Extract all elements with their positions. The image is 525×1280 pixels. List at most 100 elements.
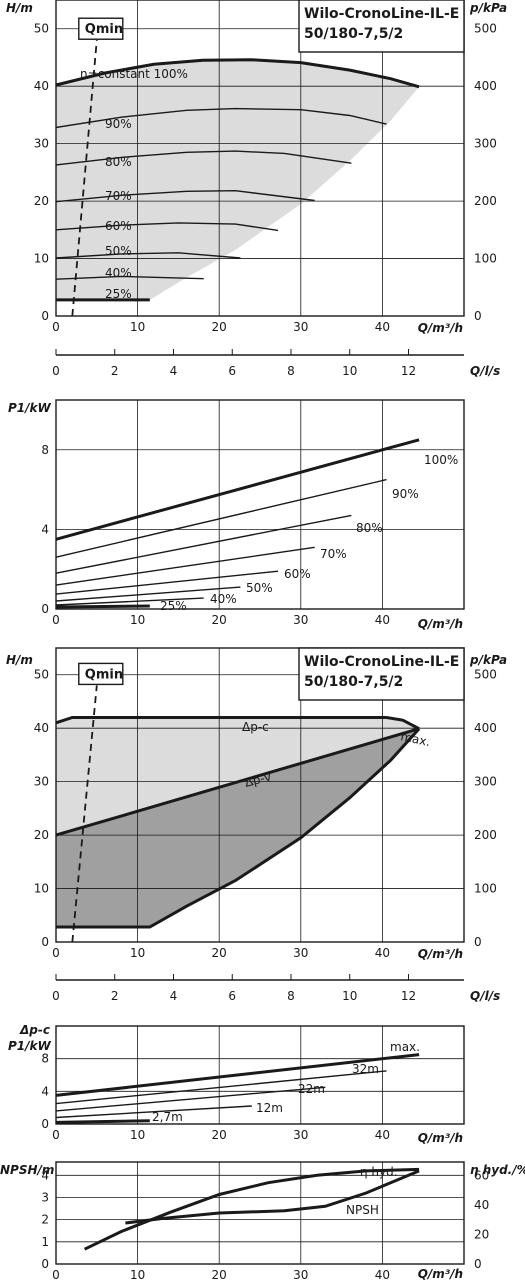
hq1-x-tick-label: 20 <box>212 320 227 334</box>
hq1-y2-axis-label: p/kPa <box>469 1 507 15</box>
hq1-y-tick-label: 40 <box>34 79 49 93</box>
hq1-title-box <box>298 0 465 53</box>
p1-power-curve <box>55 514 352 574</box>
p2-power-curve <box>55 1119 150 1124</box>
hq2-y2-tick-label: 400 <box>474 721 497 735</box>
hq2-dpc-region <box>56 717 420 836</box>
p2-x-tick-label: 20 <box>212 1128 227 1142</box>
qls2-tick-label: 4 <box>170 989 178 1003</box>
hq2-x-tick-label: 30 <box>293 946 308 960</box>
npsh-y-tick-label: 3 <box>41 1190 49 1204</box>
hq1-qmin-line <box>71 40 98 317</box>
qls2-tick-label: 2 <box>111 989 119 1003</box>
hq2-qmin-line <box>71 685 98 943</box>
hq1-speed-curve <box>55 252 241 259</box>
hq1-x-tick-label: 0 <box>52 320 60 334</box>
p1-power-curve <box>55 597 204 606</box>
qls1-tick-label: 0 <box>52 364 60 378</box>
hq2-y2-tick-label: 0 <box>474 935 482 949</box>
npsh-y-tick-label: 0 <box>41 1257 49 1271</box>
hq2-y-tick-label: 0 <box>41 935 49 949</box>
hq2-qmin-label: Qmin <box>85 667 123 682</box>
p2-power-curve <box>55 1070 387 1105</box>
p2-power-curve <box>55 1086 326 1112</box>
hq2-dpv-curve <box>55 727 420 837</box>
hq2-y-axis-label: H/m <box>6 653 33 667</box>
qls1-tick-label: 6 <box>228 364 236 378</box>
hq1-qmin-label: Qmin <box>85 22 123 37</box>
hq2-y2-tick-label: 500 <box>474 668 497 682</box>
p1-y-tick-label: 4 <box>41 522 49 536</box>
hq1-y2-tick-label: 500 <box>474 22 497 36</box>
p1-curve-label: 70% <box>320 547 347 561</box>
p1-power-curve <box>55 586 241 602</box>
npsh-y2-tick-label: 60 <box>474 1168 489 1182</box>
hq2-x-tick-label: 0 <box>52 946 60 960</box>
hq1-y2-tick-label: 0 <box>474 309 482 323</box>
hq1-speed-curve <box>55 150 352 166</box>
p1-power-curve <box>55 546 315 586</box>
hq1-y-tick-label: 0 <box>41 309 49 323</box>
hq2-dpv-region <box>56 728 420 927</box>
hq1-qmin-box <box>78 17 124 40</box>
hq2-qmin-box <box>78 662 124 686</box>
hq2-title-box <box>298 647 465 701</box>
hq1-curve-label: 90% <box>105 117 132 131</box>
qls1-tick-label: 4 <box>170 364 178 378</box>
hq2-y-tick-label: 40 <box>34 721 49 735</box>
p2-curve-label: 32m <box>352 1062 379 1076</box>
p1-y-tick-label: 0 <box>41 602 49 616</box>
qls1-tick-label: 12 <box>401 364 416 378</box>
npsh-y2-tick-label: 0 <box>474 1257 482 1271</box>
qls1-tick-label: 10 <box>342 364 357 378</box>
p1-x-tick-label: 0 <box>52 613 60 627</box>
p2-curve-label: max. <box>390 1040 420 1054</box>
qls2-tick-label: 10 <box>342 989 357 1003</box>
hq2-y-tick-label: 50 <box>34 668 49 682</box>
hq2-y-tick-label: 30 <box>34 775 49 789</box>
p1-y-axis-label: P1/kW <box>8 401 52 415</box>
hq1-x-tick-label: 30 <box>293 320 308 334</box>
hq1-curve-label: 25% <box>105 287 132 301</box>
hq1-y-tick-label: 50 <box>34 22 49 36</box>
p1-power-curve <box>55 478 387 558</box>
hq1-curve-label: 40% <box>105 266 132 280</box>
npsh-x-tick-label: 40 <box>375 1268 390 1280</box>
p1-curve-label: 90% <box>392 487 419 501</box>
qls2-tick-label: 0 <box>52 989 60 1003</box>
qls1-axis-label: Q/l/s <box>470 364 500 378</box>
p2-curve-label: 22m <box>298 1082 325 1096</box>
hq1-y-tick-label: 20 <box>34 194 49 208</box>
npsh-x-tick-label: 0 <box>52 1268 60 1280</box>
npsh-y-axis-label: NPSH/m <box>0 1163 54 1177</box>
hq1-frame <box>55 0 465 317</box>
p2-y-tick-label: 8 <box>41 1052 49 1066</box>
hq2-y2-tick-label: 300 <box>474 775 497 789</box>
npsh-y-tick-label: 4 <box>41 1168 49 1182</box>
hq1-curve-label: 60% <box>105 219 132 233</box>
qls1-tick-label: 8 <box>287 364 295 378</box>
p1-curve-label: 80% <box>356 521 383 535</box>
p1-curve-label: 50% <box>246 581 273 595</box>
hq1-speed-curve <box>55 275 204 280</box>
hq1-title-line2: 50/180-7,5/2 <box>304 26 403 42</box>
p1-x-tick-label: 40 <box>375 613 390 627</box>
npsh-x-axis-label: Q/m³/h <box>418 1267 463 1280</box>
p1-power-curve <box>55 438 420 541</box>
p2-y-axis-label: P1/kW <box>8 1039 52 1053</box>
npsh-y2-tick-label: 20 <box>474 1227 489 1241</box>
hq1-curve-label: 50% <box>105 244 132 258</box>
hq1-operating-range <box>56 59 420 300</box>
hq1-y2-tick-label: 400 <box>474 79 497 93</box>
hq2-y2-tick-label: 200 <box>474 828 497 842</box>
npsh-frame <box>55 1161 465 1265</box>
hq2-x-tick-label: 10 <box>130 946 145 960</box>
npsh-y-tick-label: 2 <box>41 1213 49 1227</box>
hq2-dpc-label: Δp-c <box>242 720 269 734</box>
qls1-tick-label: 2 <box>111 364 119 378</box>
hq1-speed-curve <box>55 107 387 129</box>
hq1-speed-curve <box>55 222 279 232</box>
p2-y-tick-label: 0 <box>41 1117 49 1131</box>
p1-power-curve <box>55 604 150 609</box>
